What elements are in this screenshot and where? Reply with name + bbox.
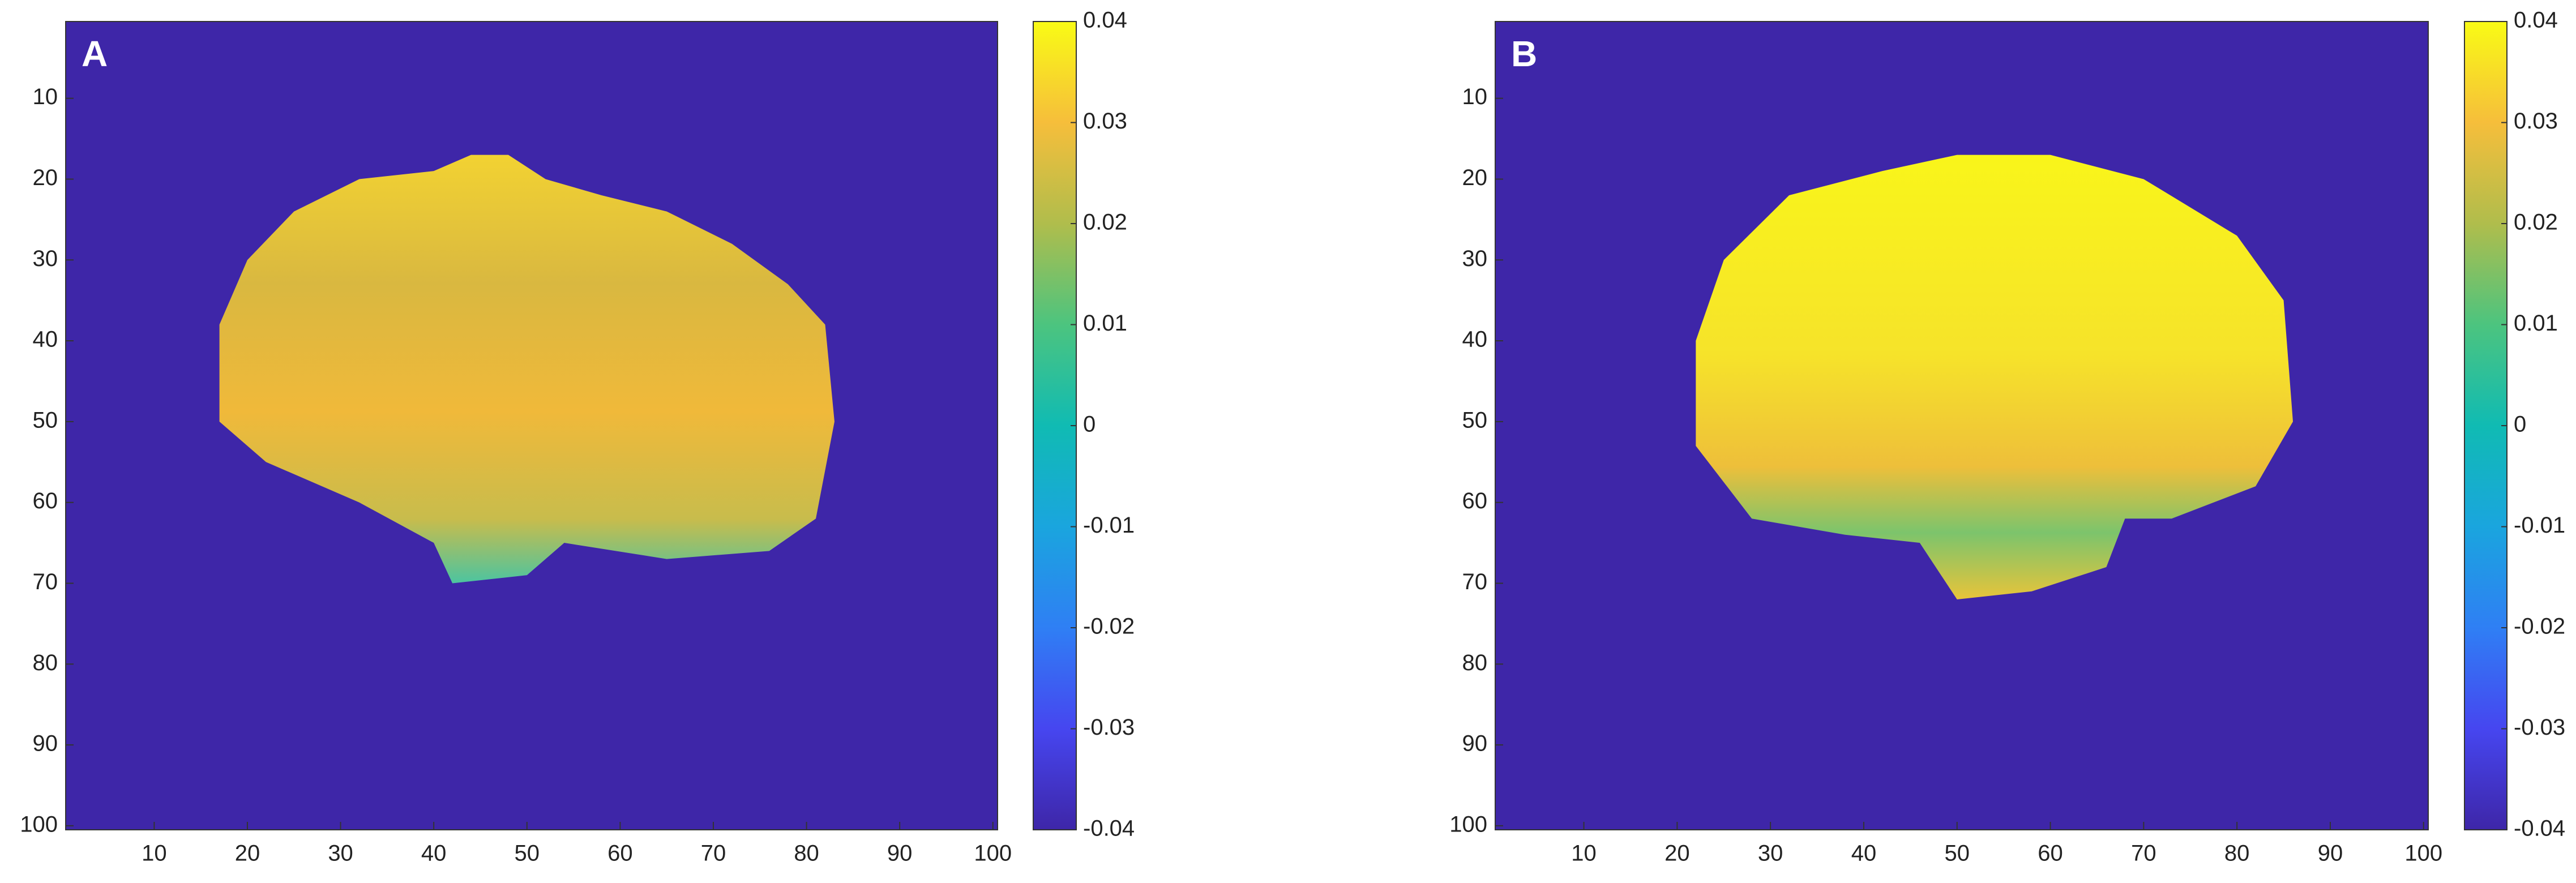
colorbar-tick-label: -0.01: [1083, 513, 1135, 538]
x-tick-label: 80: [2224, 841, 2250, 866]
colorbar: [2464, 21, 2507, 830]
y-tick-label: 40: [33, 327, 58, 352]
x-tick-label: 100: [974, 841, 1012, 866]
y-tick-label: 10: [1462, 84, 1488, 109]
y-tick-label: 20: [33, 165, 58, 190]
colorbar-tick-label: -0.03: [1083, 715, 1135, 740]
x-tick-label: 60: [607, 841, 633, 866]
colorbar-tick-label: 0.03: [1083, 109, 1127, 134]
brain-region: [219, 155, 835, 584]
x-tick-label: 100: [2404, 841, 2442, 866]
colorbar-tick-label: 0.01: [2514, 311, 2558, 336]
brain-region: [1696, 155, 2293, 600]
colorbar-tick-label: 0.01: [1083, 311, 1127, 336]
x-tick-label: 70: [2131, 841, 2156, 866]
y-tick-label: 80: [1462, 650, 1488, 675]
x-tick-label: 10: [1571, 841, 1597, 866]
y-tick-label: 90: [1462, 731, 1488, 756]
panel: A 10 20 30 40 50 60 70 80 90 100 10 20 30 40 50 60 70 80 90…: [20, 8, 1135, 866]
y-tick-label: 50: [1462, 408, 1488, 432]
x-tick-label: 20: [1664, 841, 1690, 866]
axes-frame: [1495, 21, 2429, 830]
y-tick-label: 70: [33, 569, 58, 594]
colorbar-tick-label: -0.01: [2514, 513, 2565, 538]
colorbar-tick-label: -0.04: [2514, 816, 2565, 841]
y-tick-label: 10: [33, 84, 58, 109]
x-tick-label: 40: [1851, 841, 1877, 866]
y-tick-label: 100: [20, 812, 58, 837]
colorbar-tick-label: 0.02: [1083, 210, 1127, 235]
y-tick-label: 30: [33, 246, 58, 271]
y-tick-label: 80: [33, 650, 58, 675]
x-tick-label: 20: [235, 841, 260, 866]
x-tick-label: 30: [1758, 841, 1783, 866]
x-tick-label: 60: [2038, 841, 2063, 866]
colorbar: [1033, 21, 1077, 830]
y-tick-label: 60: [33, 488, 58, 513]
panel-label: A: [82, 33, 108, 74]
panel-label: B: [1511, 33, 1537, 74]
colorbar-tick-label: 0.04: [2514, 8, 2558, 33]
colorbar-tick-label: 0: [1083, 412, 1096, 437]
colorbar-tick-label: -0.04: [1083, 816, 1135, 841]
x-tick-label: 80: [794, 841, 819, 866]
x-tick-label: 70: [701, 841, 726, 866]
colorbar-tick-label: 0.03: [2514, 109, 2558, 134]
x-tick-label: 90: [887, 841, 913, 866]
y-tick-label: 20: [1462, 165, 1488, 190]
panel: B 10 20 30 40 50 60 70 80 90 100 10 20 30 40 50 60 70 80 90…: [1449, 8, 2565, 866]
colorbar-tick-label: -0.02: [2514, 614, 2565, 639]
axes-frame: [65, 21, 998, 830]
y-tick-label: 90: [33, 731, 58, 756]
colorbar-tick-label: 0: [2514, 412, 2526, 437]
y-tick-label: 50: [33, 408, 58, 432]
x-tick-label: 90: [2318, 841, 2343, 866]
y-tick-label: 40: [1462, 327, 1488, 352]
x-tick-label: 10: [142, 841, 167, 866]
colorbar-tick-label: 0.04: [1083, 8, 1127, 33]
colorbar-tick-label: -0.02: [1083, 614, 1135, 639]
x-tick-label: 50: [1945, 841, 1970, 866]
y-tick-label: 100: [1449, 812, 1487, 837]
y-tick-label: 30: [1462, 246, 1488, 271]
x-tick-label: 30: [328, 841, 353, 866]
colorbar-tick-label: 0.02: [2514, 210, 2558, 235]
colorbar-tick-label: -0.03: [2514, 715, 2565, 740]
y-tick-label: 70: [1462, 569, 1488, 594]
x-tick-label: 50: [515, 841, 540, 866]
y-tick-label: 60: [1462, 488, 1488, 513]
x-tick-label: 40: [421, 841, 447, 866]
